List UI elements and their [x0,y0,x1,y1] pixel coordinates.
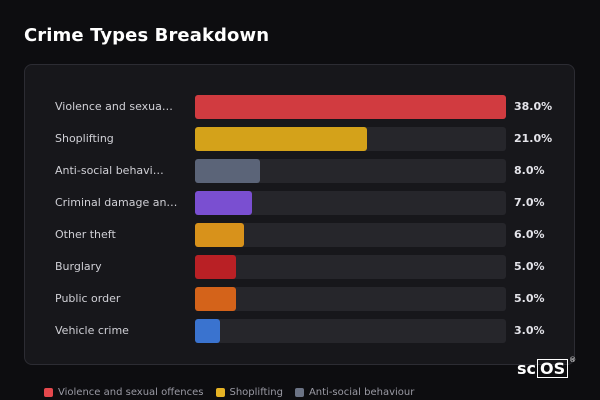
bar-track [195,95,506,119]
bar-row: Criminal damage an… 7.0% [25,191,574,215]
chart-legend: Violence and sexual offences Shoplifting A… [44,387,414,398]
bar-track [195,255,506,279]
category-label: Burglary [55,260,102,273]
value-label: 21.0% [514,132,553,145]
category-label: Other theft [55,228,116,241]
bar[interactable] [195,223,244,247]
legend-swatch [294,388,304,397]
category-label: Vehicle crime [55,324,129,337]
bar[interactable] [195,191,252,215]
brand-logo: sc OS ® [517,355,577,378]
bar-track [195,159,506,183]
category-label: Violence and sexua… [55,100,173,113]
bar-track [195,191,506,215]
bar[interactable] [195,319,220,343]
legend-swatch [44,388,53,397]
value-label: 5.0% [514,260,545,273]
bar-row: Anti-social behavi… 8.0% [25,159,574,183]
legend-item[interactable]: Anti-social behaviour [294,387,415,398]
legend-item[interactable]: Violence and sexual offences [44,387,204,398]
chart-panel: Violence and sexua… 38.0% Shoplifting 21.0%… [24,64,575,365]
bar-row: Public order 5.0% [25,287,574,311]
value-label: 5.0% [514,292,545,305]
category-label: Shoplifting [55,132,114,145]
bar[interactable] [195,287,236,311]
bar-row: Other theft 6.0% [25,223,574,247]
category-label: Criminal damage an… [55,196,178,209]
bar-row: Burglary 5.0% [25,255,574,279]
value-label: 8.0% [514,164,545,177]
bar[interactable] [195,127,367,151]
logo-prefix: sc [517,359,537,378]
bar-track [195,287,506,311]
legend-label: Violence and sexual offences [58,387,204,398]
value-label: 38.0% [514,100,553,113]
value-label: 6.0% [514,228,545,241]
value-label: 7.0% [514,196,545,209]
legend-label: Shoplifting [229,387,283,398]
bar-row: Vehicle crime 3.0% [25,319,574,343]
bar[interactable] [195,95,506,119]
bar-track [195,223,506,247]
bar[interactable] [195,159,260,183]
bar[interactable] [195,255,236,279]
bar-track [195,319,506,343]
chart-title: Crime Types Breakdown [24,25,270,46]
legend-item[interactable]: Shoplifting [215,387,283,398]
value-label: 3.0% [514,324,545,337]
legend-swatch [215,388,225,397]
bar-row: Shoplifting 21.0% [25,127,574,151]
bar-row: Violence and sexua… 38.0% [25,95,574,119]
bar-track [195,127,506,151]
registered-mark: ® [569,355,577,364]
logo-boxed-text: OS [537,359,569,378]
legend-label: Anti-social behaviour [308,387,415,398]
category-label: Public order [55,292,121,305]
category-label: Anti-social behavi… [55,164,164,177]
